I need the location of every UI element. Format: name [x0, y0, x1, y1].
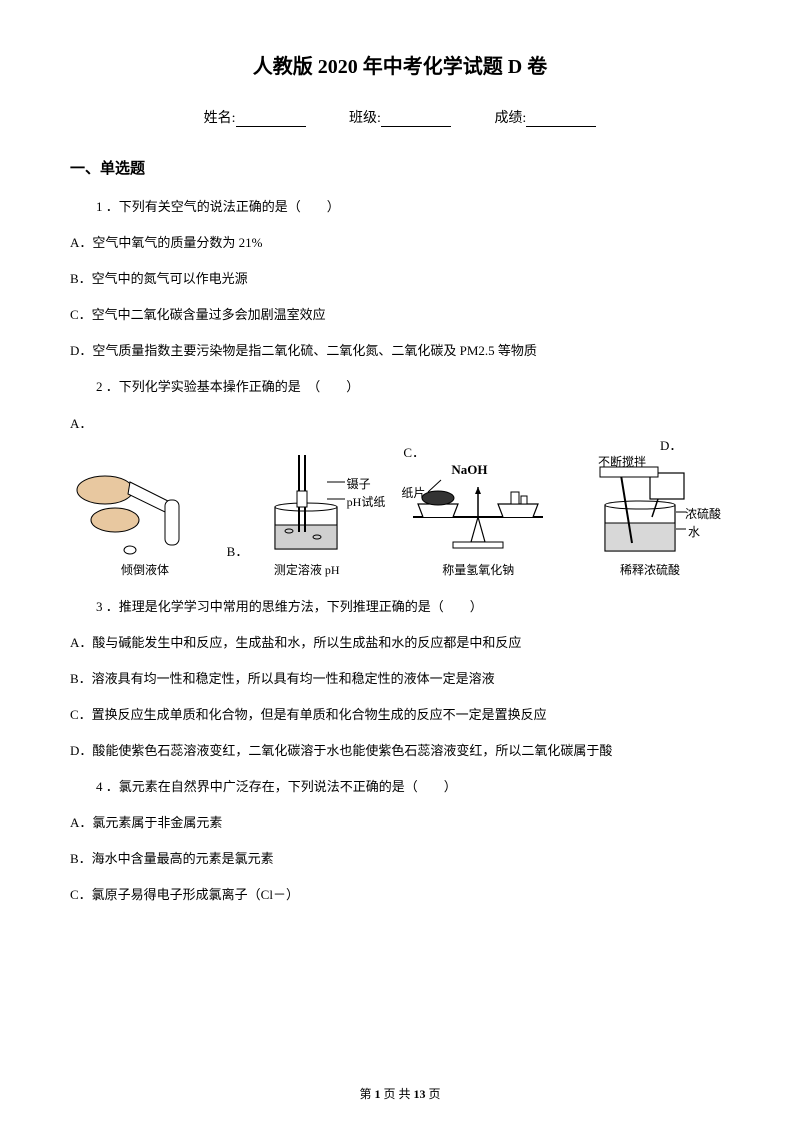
q2-c-text1: NaOH	[451, 462, 487, 478]
footer-prefix: 第	[359, 1087, 374, 1101]
q2-stem: 2 ．下列化学实验基本操作正确的是 （ ）	[70, 376, 730, 398]
q4-a: A．氯元素属于非金属元素	[70, 812, 730, 834]
score-blank	[526, 113, 596, 127]
q2-img-d: D． 不断搅拌 浓硫酸 水 稀释浓硫酸	[570, 457, 730, 578]
q3-a: A．酸与碱能发生中和反应，生成盐和水，所以生成盐和水的反应都是中和反应	[70, 632, 730, 654]
q2-c-label: C．	[403, 442, 425, 461]
q2-a-caption: 倾倒液体	[70, 561, 220, 578]
q2-c-text2: 纸片	[401, 484, 425, 501]
q3-b: B．溶液具有均一性和稳定性，所以具有均一性和稳定性的液体一定是溶液	[70, 668, 730, 690]
q3-c: C．置换反应生成单质和化合物，但是有单质和化合物生成的反应不一定是置换反应	[70, 704, 730, 726]
name-blank	[236, 113, 306, 127]
q4-stem: 4 ．氯元素在自然界中广泛存在，下列说法不正确的是（ ）	[70, 776, 730, 798]
name-label: 姓名:	[204, 107, 236, 127]
footer-mid: 页 共	[380, 1087, 413, 1101]
q2-d-text1: 不断搅拌	[598, 453, 646, 470]
q1-d: D．空气质量指数主要污染物是指二氧化硫、二氧化氮、二氧化碳及 PM2.5 等物质	[70, 340, 730, 362]
q2-a-label: A．	[70, 413, 730, 435]
q1-stem: 1 ．下列有关空气的说法正确的是（ ）	[70, 196, 730, 218]
footer-total: 13	[414, 1087, 426, 1101]
q4-c: C．氯原子易得电子形成氯离子（Cl－）	[70, 884, 730, 906]
class-label: 班级:	[349, 107, 381, 127]
q4-b: B．海水中含量最高的元素是氯元素	[70, 848, 730, 870]
q3-d: D．酸能使紫色石蕊溶液变红，二氧化碳溶于水也能使紫色石蕊溶液变红，所以二氧化碳属…	[70, 740, 730, 762]
score-label: 成绩:	[494, 107, 526, 127]
q2-img-c: C． NaOH 纸片 称量氢氧化钠	[393, 462, 563, 578]
q1-a: A．空气中氧气的质量分数为 21%	[70, 232, 730, 254]
page-footer: 第 1 页 共 13 页	[0, 1085, 800, 1102]
q2-d-text3: 水	[688, 523, 700, 540]
q2-b-caption: 测定溶液 pH	[227, 561, 387, 578]
q1-c: C．空气中二氧化碳含量过多会加剧温室效应	[70, 304, 730, 326]
header-fields: 姓名: 班级: 成绩:	[70, 107, 730, 127]
q2-b-label: B．	[227, 541, 249, 560]
q3-stem: 3 ．推理是化学学习中常用的思维方法，下列推理正确的是（ ）	[70, 596, 730, 618]
q2-img-a: 倾倒液体	[70, 462, 220, 578]
class-blank	[381, 113, 451, 127]
q2-images: 倾倒液体 B． 镊子 pH试纸 测定溶液 pH C． NaOH 纸片	[70, 447, 730, 578]
q2-b-text1: 镊子	[347, 475, 371, 492]
q2-c-caption: 称量氢氧化钠	[393, 561, 563, 578]
q2-d-label: D．	[660, 435, 682, 454]
q2-b-text2: pH试纸	[347, 493, 386, 510]
pour-liquid-icon	[70, 462, 220, 557]
q1-b: B．空气中的氮气可以作电光源	[70, 268, 730, 290]
section-heading-1: 一、单选题	[70, 157, 730, 178]
q2-d-text2: 浓硫酸	[685, 505, 721, 522]
q2-d-caption: 稀释浓硫酸	[570, 561, 730, 578]
footer-suffix: 页	[426, 1087, 441, 1101]
page-title: 人教版 2020 年中考化学试题 D 卷	[70, 50, 730, 79]
q2-img-b: B． 镊子 pH试纸 测定溶液 pH	[227, 447, 387, 578]
